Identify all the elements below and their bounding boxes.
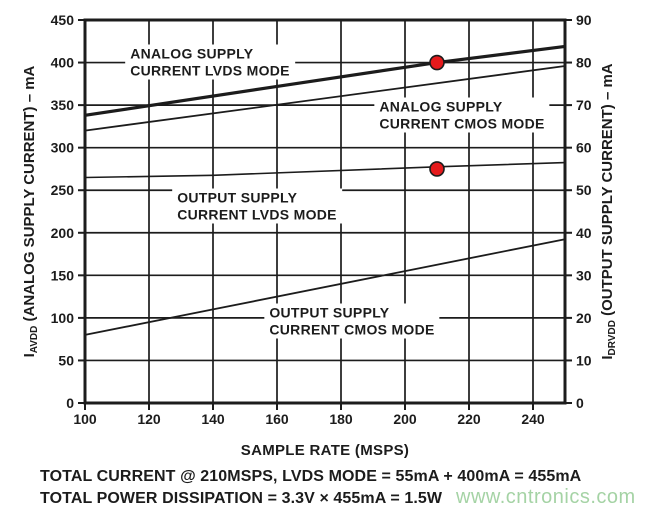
x-tick-label: 220 <box>457 411 481 427</box>
right-axis-tick-label: 70 <box>576 97 592 113</box>
right-axis-tick-label: 0 <box>576 395 584 411</box>
caption-line1: TOTAL CURRENT @ 210MSPS, LVDS MODE = 55m… <box>40 468 582 485</box>
left-axis-tick-label: 250 <box>51 182 75 198</box>
left-axis-tick-label: 0 <box>66 395 74 411</box>
right-axis-tick-label: 60 <box>576 140 592 156</box>
x-tick-label: 180 <box>329 411 353 427</box>
chart-svg: 100 120 140 160 180 200 220 2400501001502002503… <box>21 12 618 459</box>
left-axis-tick-label: 200 <box>51 225 75 241</box>
x-axis-title: SAMPLE RATE (MSPS) <box>241 442 409 459</box>
left-axis-tick-label: 450 <box>51 12 75 28</box>
series-line-output-cmos <box>84 238 566 336</box>
left-axis-tick-label: 350 <box>51 97 75 113</box>
data-point-marker <box>429 161 445 177</box>
caption: TOTAL CURRENT @ 210MSPS, LVDS MODE = 55m… <box>40 466 581 510</box>
x-tick-label: 240 <box>521 411 545 427</box>
series-line-output-lvds <box>84 161 566 179</box>
watermark: www.cntronics.com <box>456 486 636 508</box>
right-axis-tick-label: 30 <box>576 267 592 283</box>
data-point-marker <box>429 54 445 71</box>
right-axis-tick-label: 90 <box>576 12 592 28</box>
x-tick-label: 120 <box>137 411 161 427</box>
right-axis-tick-label: 50 <box>576 182 592 198</box>
x-tick-label: 200 <box>393 411 417 427</box>
left-axis-tick-label: 50 <box>58 352 74 368</box>
caption-line2: TOTAL POWER DISSIPATION = 3.3V × 455mA =… <box>40 490 443 507</box>
x-tick-label: 160 <box>265 411 289 427</box>
series-line-analog-lvds <box>84 44 566 117</box>
left-axis-tick-label: 400 <box>51 55 75 71</box>
x-tick-label: 140 <box>201 411 225 427</box>
left-axis-tick-label: 100 <box>51 310 75 326</box>
left-axis-tick-label: 300 <box>51 140 75 156</box>
right-axis-tick-label: 10 <box>576 352 592 368</box>
series-line-analog-cmos <box>84 65 566 132</box>
right-axis-title: IDRVDD (OUTPUT SUPPLY CURRENT) – mA <box>599 63 618 359</box>
left-axis-title: IAVDD (ANALOG SUPPLY CURRENT) – mA <box>21 65 40 357</box>
x-tick-label: 100 <box>73 411 97 427</box>
right-axis-tick-label: 40 <box>576 225 592 241</box>
left-axis-tick-label: 150 <box>51 267 75 283</box>
right-axis-tick-label: 20 <box>576 310 592 326</box>
plot-border <box>83 18 567 405</box>
right-axis-tick-label: 80 <box>576 55 592 71</box>
